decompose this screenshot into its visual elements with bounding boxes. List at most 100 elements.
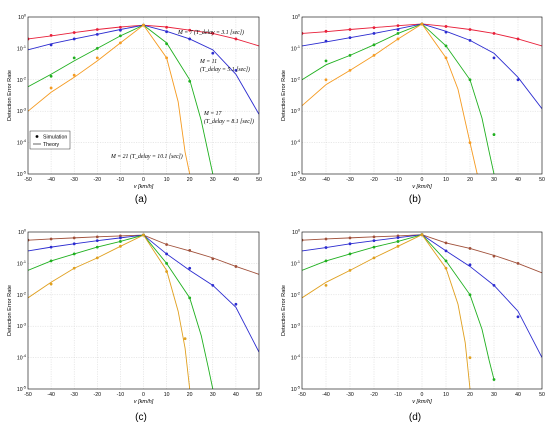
- simulation-point: [444, 44, 448, 48]
- simulation-point: [372, 239, 376, 243]
- annotation-m7: M = 7 (T_delay = 3.1 [sec]): [177, 29, 244, 36]
- simulation-point: [95, 245, 99, 249]
- y-tick-label: 10-5: [17, 386, 26, 394]
- axes-frame: [27, 231, 260, 390]
- simulation-point: [324, 59, 328, 63]
- simulation-point: [444, 266, 448, 270]
- simulation-point: [302, 238, 304, 242]
- simulation-point: [396, 32, 400, 35]
- x-tick-label: 10: [443, 177, 449, 183]
- simulation-point: [72, 73, 76, 77]
- simulation-point: [324, 39, 328, 43]
- simulation-point: [372, 245, 376, 249]
- y-tick-label: 10-2: [291, 291, 300, 299]
- simulation-point: [372, 43, 376, 47]
- x-tick-label: -10: [394, 392, 402, 398]
- panel-d: -50 -40 -30 -20 -10 0 10 20 30 40 50 100 10-1 10-2 10-…: [281, 229, 545, 406]
- simulation-point: [348, 268, 352, 272]
- simulation-point: [324, 29, 328, 33]
- x-tick-label: -20: [370, 392, 378, 398]
- simulation-point: [72, 266, 76, 270]
- grid: [28, 17, 259, 174]
- simulation-point: [492, 56, 496, 60]
- y-tick-label: 10-4: [17, 139, 26, 147]
- x-tick-label: 30: [491, 177, 497, 183]
- x-tick-label: 20: [467, 392, 473, 398]
- x-tick-label: 0: [421, 392, 424, 398]
- simulation-point: [49, 74, 53, 78]
- x-tick-label: 30: [210, 177, 216, 183]
- panel-a: -50 -40 -30 -20 -10 0 10 20 30 40 50 100 10-1 10-2 10-…: [7, 14, 262, 191]
- simulation-point: [348, 28, 352, 31]
- y-tick-label: 10-3: [17, 108, 26, 116]
- simulation-point: [444, 56, 448, 60]
- theory-line: [28, 234, 259, 353]
- simulation-point: [396, 236, 400, 240]
- annotation-text: M = 11: [199, 59, 217, 65]
- x-tick-label: 10: [164, 177, 170, 183]
- x-tick-label: -50: [298, 177, 306, 183]
- simulation-point: [211, 51, 215, 55]
- x-tick-label: -30: [70, 177, 78, 183]
- y-tick-label: 10-4: [17, 354, 26, 362]
- simulation-point: [516, 78, 520, 82]
- simulation-point: [372, 256, 376, 260]
- x-axis-label: v [km/h]: [134, 184, 154, 190]
- x-tick-label: 50: [539, 177, 545, 183]
- annotation-m11: M = 11(T_delay = 5.1 [sec]): [199, 59, 250, 73]
- grid: [302, 232, 542, 389]
- simulation-point: [468, 263, 472, 267]
- series-m17: [302, 233, 496, 381]
- simulation-point: [72, 236, 76, 240]
- simulation-point: [492, 254, 496, 258]
- simulation-point: [468, 141, 472, 145]
- series-m7: [302, 22, 542, 47]
- simulation-point: [188, 79, 192, 83]
- y-tick-label: 10-1: [291, 260, 300, 268]
- simulation-point: [372, 32, 376, 35]
- simulation-point: [324, 237, 328, 241]
- y-axis-label: Detection Error Rate: [7, 285, 13, 336]
- simulation-point: [492, 283, 496, 287]
- simulation-point: [324, 78, 328, 82]
- x-tick-label: 20: [187, 392, 193, 398]
- annotation-m21: M = 21 (T_delay = 10.1 [sec]): [110, 153, 183, 160]
- x-tick-label: -30: [346, 177, 354, 183]
- x-tick-label: -50: [298, 392, 306, 398]
- simulation-point: [444, 241, 448, 245]
- legend-simulation-label: Simulation: [43, 135, 67, 141]
- y-tick-label: 10-3: [291, 323, 300, 331]
- annotation-text: M = 17: [203, 111, 223, 117]
- simulation-point: [49, 245, 53, 249]
- simulation-point: [444, 249, 448, 253]
- simulation-point: [28, 238, 30, 242]
- simulation-point: [119, 34, 122, 38]
- annotation-text: M = 21 (T_delay = 10.1 [sec]): [110, 153, 183, 160]
- simulation-point: [516, 315, 520, 319]
- simulation-point: [49, 33, 53, 37]
- theory-line: [302, 23, 478, 174]
- y-tick-label: 10-2: [291, 76, 300, 84]
- simulation-point: [234, 37, 238, 41]
- simulation-point: [95, 32, 99, 36]
- simulation-point: [516, 37, 520, 41]
- simulation-point: [324, 246, 328, 249]
- simulation-point: [49, 43, 53, 47]
- simulation-point: [444, 25, 448, 28]
- y-tick-label: 10-5: [291, 171, 300, 179]
- x-tick-label: 40: [515, 177, 521, 183]
- x-tick-label: 30: [210, 392, 216, 398]
- x-tick-label: 20: [187, 177, 193, 183]
- simulation-point: [468, 78, 472, 82]
- x-tick-label: -10: [117, 392, 125, 398]
- simulation-point: [72, 56, 76, 60]
- simulation-point: [348, 68, 352, 72]
- x-tick-label: 10: [164, 392, 170, 398]
- simulation-point: [95, 28, 99, 31]
- simulation-point: [348, 236, 352, 240]
- simulation-point: [444, 30, 448, 34]
- y-axis-label: Detection Error Rate: [281, 285, 287, 336]
- simulation-point: [95, 239, 99, 243]
- y-tick-label: 100: [292, 229, 300, 237]
